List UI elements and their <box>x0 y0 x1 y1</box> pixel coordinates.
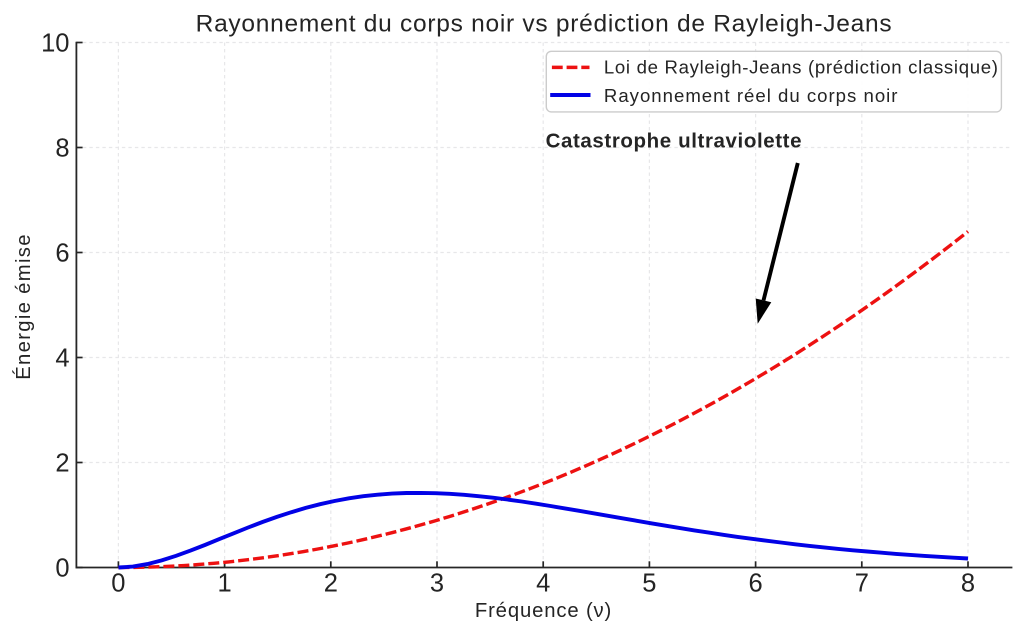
svg-text:0: 0 <box>55 554 69 582</box>
svg-text:5: 5 <box>642 570 656 598</box>
svg-text:Fréquence (ν): Fréquence (ν) <box>475 600 612 622</box>
svg-text:7: 7 <box>855 570 869 598</box>
svg-text:4: 4 <box>55 344 69 372</box>
svg-text:Rayonnement réel du corps noir: Rayonnement réel du corps noir <box>604 85 899 106</box>
svg-text:8: 8 <box>961 570 975 598</box>
svg-text:6: 6 <box>749 570 763 598</box>
svg-text:Énergie émise: Énergie émise <box>12 233 35 380</box>
svg-text:2: 2 <box>55 449 69 477</box>
svg-text:6: 6 <box>55 239 69 267</box>
svg-text:4: 4 <box>536 570 550 598</box>
svg-text:Catastrophe ultraviolette: Catastrophe ultraviolette <box>546 130 803 153</box>
svg-text:1: 1 <box>218 570 232 598</box>
svg-text:8: 8 <box>55 134 69 162</box>
svg-text:Loi de Rayleigh-Jeans (prédict: Loi de Rayleigh-Jeans (prédiction classi… <box>604 57 999 78</box>
svg-text:2: 2 <box>324 570 338 598</box>
svg-text:3: 3 <box>430 570 444 598</box>
svg-text:Rayonnement du corps noir vs p: Rayonnement du corps noir vs prédiction … <box>196 10 893 37</box>
svg-text:0: 0 <box>111 570 125 598</box>
svg-text:10: 10 <box>41 29 69 57</box>
